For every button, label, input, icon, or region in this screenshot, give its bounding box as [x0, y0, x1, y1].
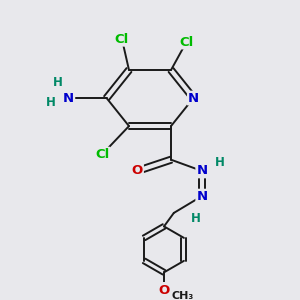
Text: Cl: Cl — [95, 148, 109, 160]
Text: H: H — [191, 212, 201, 225]
Text: N: N — [196, 164, 207, 177]
Text: O: O — [158, 284, 169, 297]
Text: H: H — [215, 156, 225, 169]
Text: CH₃: CH₃ — [171, 291, 193, 300]
Text: N: N — [188, 92, 199, 105]
Text: O: O — [132, 164, 143, 177]
Text: H: H — [52, 76, 62, 89]
Text: N: N — [196, 190, 207, 202]
Text: Cl: Cl — [115, 33, 129, 46]
Text: N: N — [63, 92, 74, 105]
Text: Cl: Cl — [179, 35, 194, 49]
Text: H: H — [46, 96, 56, 109]
